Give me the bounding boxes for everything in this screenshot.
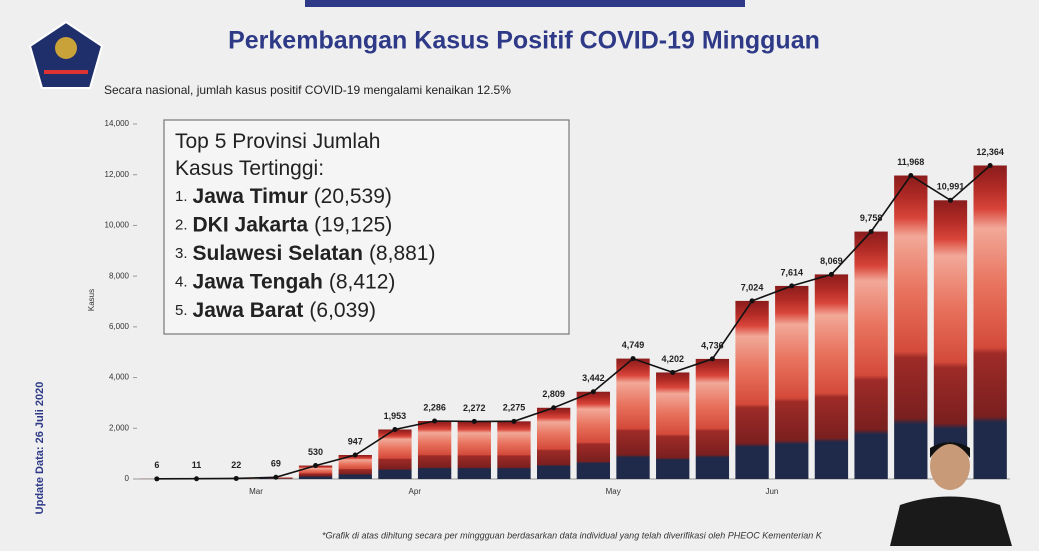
point xyxy=(908,173,913,178)
data-label: 10,991 xyxy=(937,182,965,192)
item-part: 4. xyxy=(175,273,188,290)
data-label: 2,272 xyxy=(463,403,486,413)
top-bar xyxy=(305,0,745,7)
item-part: Sulawesi Selatan xyxy=(193,242,363,265)
point xyxy=(432,419,437,424)
bar xyxy=(497,421,530,479)
data-label: 3,442 xyxy=(582,373,605,383)
bar xyxy=(656,372,689,479)
point xyxy=(353,452,358,457)
item-part: 5. xyxy=(175,302,188,319)
data-label: 4,202 xyxy=(661,354,684,364)
item-part: Jawa Tengah xyxy=(193,270,323,293)
bar xyxy=(934,200,967,479)
data-label: 7,024 xyxy=(741,282,764,292)
point xyxy=(988,163,993,168)
data-label: 947 xyxy=(348,436,363,446)
item-part: Jawa Barat xyxy=(193,299,304,322)
y-axis-label: Kasus xyxy=(87,289,96,311)
item-part: (20,539) xyxy=(314,185,392,208)
data-label: 2,286 xyxy=(423,402,446,412)
point xyxy=(829,272,834,277)
data-label: 69 xyxy=(271,459,281,469)
y-tick-label: 12,000 xyxy=(105,170,130,179)
point xyxy=(154,476,159,481)
footnote: *Grafik di atas dihitung secara per ming… xyxy=(322,530,823,540)
x-tick-label: Mar xyxy=(249,487,263,496)
item-part: (19,125) xyxy=(314,213,392,236)
data-label: 4,736 xyxy=(701,340,724,350)
point xyxy=(234,476,239,481)
item-part: 1. xyxy=(175,188,188,205)
point xyxy=(472,419,477,424)
x-tick-label: Apr xyxy=(409,487,422,496)
bar xyxy=(775,286,808,479)
logo xyxy=(30,22,102,88)
bar xyxy=(696,359,729,479)
data-label: 2,275 xyxy=(503,403,526,413)
province-item: 2. DKI Jakarta(19,125) xyxy=(175,213,392,236)
point xyxy=(710,356,715,361)
province-item: 4. Jawa Tengah (8,412) xyxy=(175,270,395,293)
data-label: 11,968 xyxy=(897,157,924,167)
item-part: (8,412) xyxy=(329,270,396,293)
y-tick-label: 10,000 xyxy=(105,221,130,230)
title: Perkembangan Kasus Positif COVID-19 Ming… xyxy=(228,27,820,55)
bar xyxy=(418,421,451,479)
bar xyxy=(973,165,1006,479)
bar xyxy=(537,408,570,479)
data-label: 11 xyxy=(192,460,202,470)
bar xyxy=(577,392,610,479)
data-label: 530 xyxy=(308,447,323,457)
point xyxy=(313,463,318,468)
data-label: 6 xyxy=(154,460,159,470)
item-part: DKI Jakarta xyxy=(193,213,309,236)
bar xyxy=(616,359,649,479)
point xyxy=(511,419,516,424)
point xyxy=(670,370,675,375)
data-label: 4,749 xyxy=(622,340,645,350)
x-tick-label: Jun xyxy=(765,487,778,496)
bar xyxy=(815,274,848,479)
point xyxy=(591,389,596,394)
data-label: 1,953 xyxy=(384,411,407,421)
y-tick-label: 4,000 xyxy=(109,373,130,382)
item-part: (8,881) xyxy=(369,242,436,265)
point xyxy=(273,475,278,480)
data-label: 22 xyxy=(231,460,241,470)
bar xyxy=(894,176,927,479)
subtitle: Secara nasional, jumlah kasus positif CO… xyxy=(104,83,511,97)
point xyxy=(194,476,199,481)
point xyxy=(948,198,953,203)
point xyxy=(789,283,794,288)
item-part: (6,039) xyxy=(309,299,376,322)
point xyxy=(392,427,397,432)
data-label: 8,069 xyxy=(820,256,843,266)
point xyxy=(631,356,636,361)
data-label: 9,758 xyxy=(860,213,883,223)
y-tick-label: 6,000 xyxy=(109,322,130,331)
province-item: 3. Sulawesi Selatan (8,881) xyxy=(175,242,435,265)
data-label: 12,364 xyxy=(976,147,1004,157)
point xyxy=(750,298,755,303)
side-note: Update Data: 26 Juli 2020 xyxy=(34,382,46,515)
y-tick-label: 8,000 xyxy=(109,271,130,280)
y-tick-label: 0 xyxy=(125,474,130,483)
point xyxy=(551,405,556,410)
point xyxy=(869,229,874,234)
bar xyxy=(458,421,491,479)
province-item: 5. Jawa Barat(6,039) xyxy=(175,299,376,322)
x-tick-label: May xyxy=(606,487,621,496)
y-tick-label: 14,000 xyxy=(105,119,130,128)
province-item: 1. Jawa Timur (20,539) xyxy=(175,185,392,208)
item-part: Jawa Timur xyxy=(193,185,308,208)
data-label: 7,614 xyxy=(780,267,803,277)
bar xyxy=(854,232,887,479)
bar xyxy=(735,301,768,479)
data-label: 2,809 xyxy=(542,389,565,399)
item-part: 2. xyxy=(175,216,188,233)
y-tick-label: 2,000 xyxy=(109,423,130,432)
item-part: 3. xyxy=(175,245,188,262)
